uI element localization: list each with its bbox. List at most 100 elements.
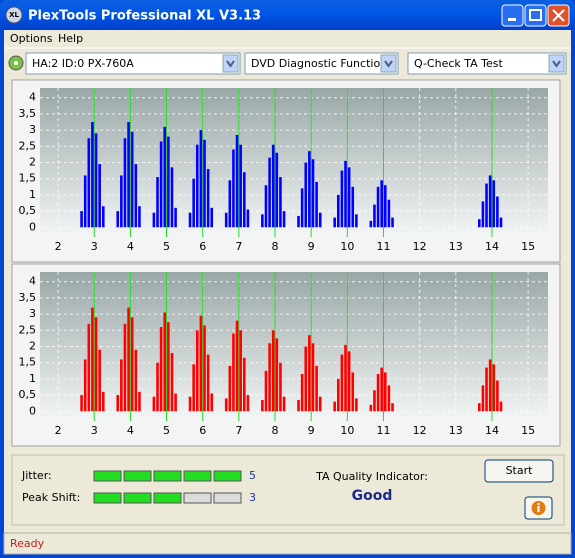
bar — [496, 380, 499, 412]
bar — [318, 212, 322, 228]
x-tick-label: 12 — [413, 424, 427, 437]
selector-box[interactable] — [25, 52, 241, 75]
bar — [380, 367, 383, 412]
bar — [210, 207, 214, 228]
selector[interactable]: DVD Diagnostic Functions — [244, 52, 399, 75]
y-tick-label: 3,5 — [19, 107, 37, 120]
app-icon-text: XL — [9, 11, 19, 19]
bar — [83, 175, 87, 228]
bar — [163, 312, 167, 412]
x-tick-label: 15 — [521, 424, 535, 437]
meter-segment — [153, 492, 182, 504]
dropdown-arrow[interactable] — [380, 54, 397, 73]
bar — [376, 374, 380, 412]
bar — [134, 164, 138, 228]
bar — [174, 393, 177, 412]
meter-segment — [123, 470, 152, 482]
bar — [123, 138, 127, 228]
peak-shift-label: Peak Shift: — [22, 491, 80, 504]
x-tick-label: 6 — [199, 240, 206, 253]
bar — [80, 395, 83, 412]
y-tick-label: 3,5 — [19, 291, 37, 304]
bar — [261, 399, 264, 412]
window-title: PlexTools Professional XL V3.13 — [28, 9, 261, 24]
jitter-value: 5 — [249, 469, 256, 482]
bar — [199, 315, 203, 412]
x-tick-label: 11 — [376, 424, 390, 437]
drive-icon-hole — [14, 61, 18, 65]
bar — [120, 175, 123, 228]
bar — [311, 343, 315, 412]
bar — [170, 352, 174, 412]
bar — [340, 170, 344, 228]
bar — [87, 323, 91, 412]
selector-box[interactable] — [244, 52, 399, 75]
maximize-button[interactable] — [524, 4, 547, 27]
bar — [300, 188, 304, 228]
bar — [373, 204, 376, 228]
bar — [235, 134, 239, 228]
bar — [351, 372, 355, 412]
bar — [163, 126, 167, 228]
bar — [478, 403, 481, 412]
bar — [391, 217, 394, 228]
results-group — [11, 454, 565, 526]
arrow-glyph — [226, 60, 235, 68]
selector-text: HA:2 ID:0 PX-760A — [32, 57, 134, 70]
y-tick-label: 3 — [29, 307, 36, 320]
menu-item[interactable]: Options — [10, 32, 53, 45]
bar — [123, 323, 127, 412]
dropdown-arrow[interactable] — [222, 54, 239, 73]
bar — [308, 335, 311, 412]
bar — [235, 320, 239, 412]
y-tick-label: 0 — [29, 220, 36, 233]
selector-box[interactable] — [407, 52, 567, 75]
start-button[interactable] — [484, 459, 554, 483]
x-tick-label: 9 — [308, 240, 315, 253]
x-tick-label: 10 — [340, 240, 354, 253]
bar — [224, 212, 228, 228]
x-tick-label: 8 — [272, 240, 279, 253]
y-tick-label: 3 — [29, 123, 36, 136]
bar — [120, 359, 123, 412]
bar — [347, 351, 351, 412]
bar — [311, 159, 315, 228]
bar — [369, 404, 373, 412]
bar — [344, 344, 347, 412]
bar — [127, 307, 130, 412]
peak-shift-meter — [93, 492, 242, 504]
x-tick-label: 2 — [55, 240, 62, 253]
x-tick-label: 14 — [485, 424, 499, 437]
menu-item[interactable]: Help — [58, 32, 83, 45]
meter-segment — [183, 492, 212, 504]
bar — [210, 393, 214, 412]
y-tick-label: 0,5 — [19, 388, 37, 401]
minimize-button[interactable] — [501, 4, 524, 27]
dropdown-arrow[interactable] — [548, 54, 565, 73]
status-text: Ready — [10, 537, 45, 550]
charts: 00,511,522,533,542 3 4 5 6 7 8 9 10 11 12 13 14 1500,… — [11, 79, 561, 447]
bar — [279, 177, 282, 228]
bar — [91, 307, 94, 412]
y-tick-label: 2,5 — [19, 139, 37, 152]
bar — [192, 364, 195, 412]
bar — [206, 354, 210, 412]
selector[interactable]: Q-Check TA Test — [407, 52, 567, 75]
bar — [333, 401, 336, 412]
x-tick-label: 3 — [91, 240, 98, 253]
selector[interactable]: HA:2 ID:0 PX-760A — [25, 52, 241, 75]
chart: 0 0,5 1 1,5 2 2,5 3 3,5 4 2 3 4 5 6 7 8 9 10 11 12 13 14 15 — [11, 79, 561, 263]
bar — [159, 141, 163, 228]
x-tick-label: 14 — [485, 240, 499, 253]
bar — [101, 391, 105, 412]
bar — [304, 346, 308, 412]
bar — [373, 390, 376, 412]
bar — [318, 396, 322, 412]
bar — [232, 333, 235, 412]
bar — [91, 122, 94, 228]
minimize-glyph — [508, 18, 516, 21]
bar — [492, 364, 496, 412]
bar — [232, 149, 235, 228]
bar — [488, 359, 492, 412]
bar — [152, 212, 156, 228]
